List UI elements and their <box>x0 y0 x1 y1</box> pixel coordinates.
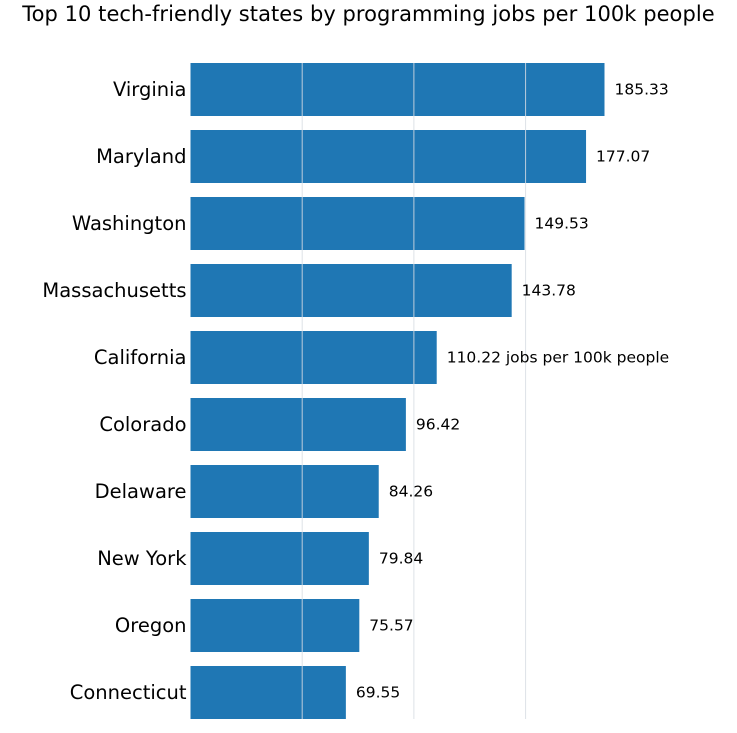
grid-layer <box>301 63 527 719</box>
data-label: 96.42 <box>416 416 460 434</box>
chart-title: Top 10 tech-friendly states by programmi… <box>22 2 715 26</box>
category-label: California <box>94 346 187 369</box>
bar-california <box>190 331 437 384</box>
labels-layer: Virginia 185.33 Maryland 177.07 Washington 14… <box>42 78 669 704</box>
bar-maryland <box>190 130 587 183</box>
category-label: Maryland <box>96 145 186 168</box>
category-label: Colorado <box>99 413 186 436</box>
bars-layer <box>190 63 605 719</box>
bar-washington <box>190 197 525 250</box>
category-label: Delaware <box>95 480 187 503</box>
data-label: 110.22 jobs per 100k people <box>447 349 670 367</box>
bar-oregon <box>190 599 360 652</box>
category-label: Oregon <box>115 614 187 637</box>
category-label: Connecticut <box>70 681 187 704</box>
category-label: Massachusetts <box>42 279 186 302</box>
category-label: New York <box>97 547 187 570</box>
data-label: 185.33 <box>615 81 669 99</box>
data-label: 69.55 <box>356 684 400 702</box>
category-label: Washington <box>72 212 187 235</box>
bar-new-york <box>190 532 369 585</box>
data-label: 75.57 <box>369 617 413 635</box>
bar-connecticut <box>190 666 346 719</box>
bar-virginia <box>190 63 605 116</box>
data-label: 177.07 <box>596 148 650 166</box>
data-label: 143.78 <box>522 282 576 300</box>
data-label: 149.53 <box>535 215 589 233</box>
data-label: 84.26 <box>389 483 433 501</box>
bar-delaware <box>190 465 379 518</box>
data-label: 79.84 <box>379 550 423 568</box>
bar-massachusetts <box>190 264 512 317</box>
category-label: Virginia <box>113 78 187 101</box>
bar-colorado <box>190 398 406 451</box>
